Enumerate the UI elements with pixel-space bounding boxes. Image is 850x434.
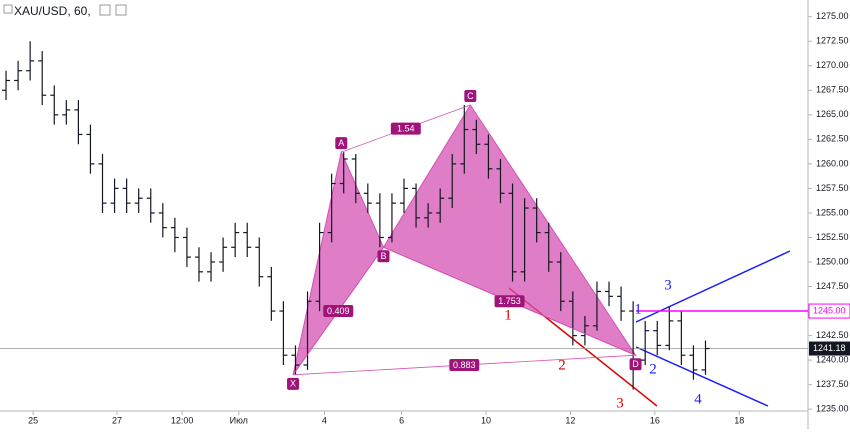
point-label: A <box>338 138 344 148</box>
y-tick-label: 1257.50 <box>816 183 849 193</box>
ratio-box <box>390 122 421 135</box>
ratio-label: 0.883 <box>453 360 476 370</box>
x-tick-label: 10 <box>481 415 491 425</box>
ratio-box <box>323 305 354 318</box>
wave-label-blue: 4 <box>694 391 702 407</box>
ratio-box <box>449 359 480 372</box>
wave-label-blue: 1 <box>634 301 642 317</box>
wave-label-red: 1 <box>504 307 512 323</box>
ratio-label: 0.409 <box>327 306 350 316</box>
x-tick-label: 12:00 <box>171 415 194 425</box>
y-tick-label: 1242.50 <box>816 330 849 340</box>
x-tick-label: 12 <box>565 415 575 425</box>
y-tick-label: 1275.00 <box>816 11 849 21</box>
icon-close[interactable] <box>115 4 127 16</box>
icon-settings[interactable] <box>99 4 111 16</box>
wave-label-red: 2 <box>558 357 566 373</box>
wave-label-blue: 3 <box>664 277 672 293</box>
y-tick-label: 1250.00 <box>816 256 849 266</box>
y-tick-label: 1252.50 <box>816 232 849 242</box>
blue-channel-lower <box>635 346 769 407</box>
point-box <box>629 358 642 371</box>
x-tick-label: Июл <box>230 415 248 425</box>
chart-title: XAU/USD, 60, <box>14 4 91 18</box>
blue-channel-upper <box>635 250 791 323</box>
y-tick-label: 1272.50 <box>816 36 849 46</box>
wave-label-red: 3 <box>616 395 624 411</box>
y-tick-label: 1255.00 <box>816 207 849 217</box>
point-box <box>377 250 390 263</box>
wave-label-blue: 2 <box>649 361 657 377</box>
plot: 1235.00 1237.50 1240.00 1242.50 1245.00 1247.… <box>0 11 849 425</box>
last-price-tag <box>809 341 850 356</box>
ratio-label: 1.54 <box>397 123 415 133</box>
point-box <box>464 90 477 103</box>
x-tick-label: 16 <box>650 415 660 425</box>
y-tick-label: 1235.00 <box>816 404 849 414</box>
y-tick-label: 1262.50 <box>816 134 849 144</box>
last-price-label: 1241.18 <box>813 343 846 353</box>
y-tick-label: 1270.00 <box>816 60 849 70</box>
point-box <box>335 137 348 150</box>
y-tick-label: 1267.50 <box>816 85 849 95</box>
point-label: D <box>632 359 639 369</box>
x-tick-label: 25 <box>28 415 38 425</box>
ratio-label: 1.753 <box>498 296 521 306</box>
point-box <box>287 377 300 390</box>
level-tag <box>808 303 850 319</box>
y-tick-label: 1237.50 <box>816 379 849 389</box>
x-tick-label: 18 <box>734 415 744 425</box>
y-tick-label: 1240.00 <box>816 354 849 364</box>
icon[interactable] <box>3 4 13 14</box>
x-tick-label: 4 <box>322 415 327 425</box>
ratio-box <box>494 295 525 308</box>
level-label: 1245.00 <box>813 305 846 315</box>
y-tick-label: 1260.00 <box>816 158 849 168</box>
y-tick-label: 1247.50 <box>816 281 849 291</box>
point-label: C <box>467 91 474 101</box>
y-tick-label: 1265.00 <box>816 109 849 119</box>
x-tick-label: 27 <box>112 415 122 425</box>
point-label: B <box>380 251 386 261</box>
x-tick-label: 6 <box>399 415 404 425</box>
point-label: X <box>290 379 296 389</box>
